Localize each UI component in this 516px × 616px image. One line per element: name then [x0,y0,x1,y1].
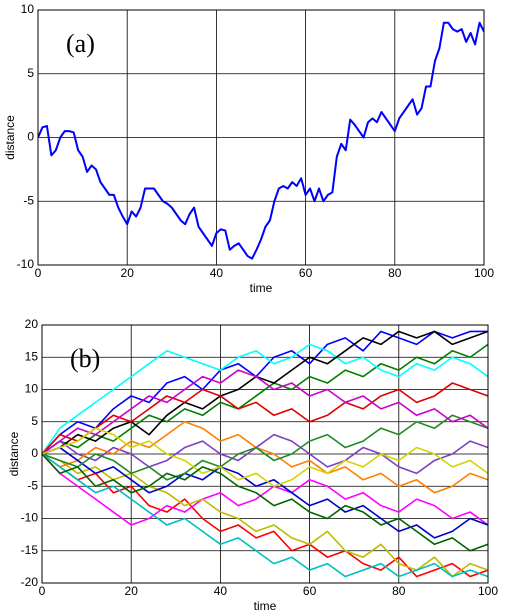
x-tick-label: 0 [39,584,46,598]
panel-label: (b) [70,344,100,373]
y-tick-label: 10 [25,382,39,396]
series-line [42,330,488,455]
x-tick-label: 0 [35,266,42,280]
chart-panel: 0 20 40 60 80 100 -20 -15 -10 -5 0 5 10 15 20 (b) time di… [7,317,498,613]
x-tick-label: 80 [392,584,406,598]
y-tick-label: -10 [17,257,35,271]
y-tick-label: -15 [21,543,39,557]
panel-label: (a) [66,29,95,58]
x-tick-label: 20 [125,584,139,598]
x-tick-label: 20 [121,266,135,280]
series-line [42,433,488,475]
y-tick-label: 0 [31,446,38,460]
series-line [42,453,488,578]
series-line [42,446,488,539]
chart-panel: 0 20 40 60 80 100 -10 -5 0 5 10 (a) time distance [3,2,494,295]
x-tick-label: 60 [299,266,313,280]
y-tick-label: -10 [21,511,39,525]
plot-frame [37,9,485,266]
series-line [38,21,484,260]
series-line [42,343,488,455]
series-line [42,420,488,494]
series-line [42,414,488,481]
plot-area [38,21,484,260]
y-axis-label: distance [3,115,17,160]
x-tick-label: 100 [474,266,494,280]
series-line [42,453,488,526]
x-axis-label: time [254,599,277,613]
series-line [42,369,488,455]
y-tick-label: 5 [27,66,34,80]
y-tick-label: 5 [31,414,38,428]
plot-frame [41,324,489,584]
y-axis-label: distance [7,431,21,476]
series-line [42,330,488,455]
x-tick-label: 100 [478,584,498,598]
y-tick-label: -20 [21,575,39,589]
x-axis-label: time [250,281,273,295]
x-tick-label: 40 [214,584,228,598]
y-tick-label: 20 [25,317,39,331]
plot-area [42,330,488,578]
y-tick-label: 0 [27,130,34,144]
y-tick-label: 15 [25,349,39,363]
x-tick-label: 80 [388,266,402,280]
x-tick-label: 60 [303,584,317,598]
series-line [42,427,488,488]
y-tick-label: 10 [21,2,35,16]
series-line [42,453,488,578]
y-tick-label: -5 [23,193,34,207]
x-tick-label: 40 [210,266,224,280]
series-line [42,343,488,455]
series-line [42,453,488,552]
series-line [42,453,488,578]
y-tick-label: -5 [27,478,38,492]
series-line [42,382,488,455]
